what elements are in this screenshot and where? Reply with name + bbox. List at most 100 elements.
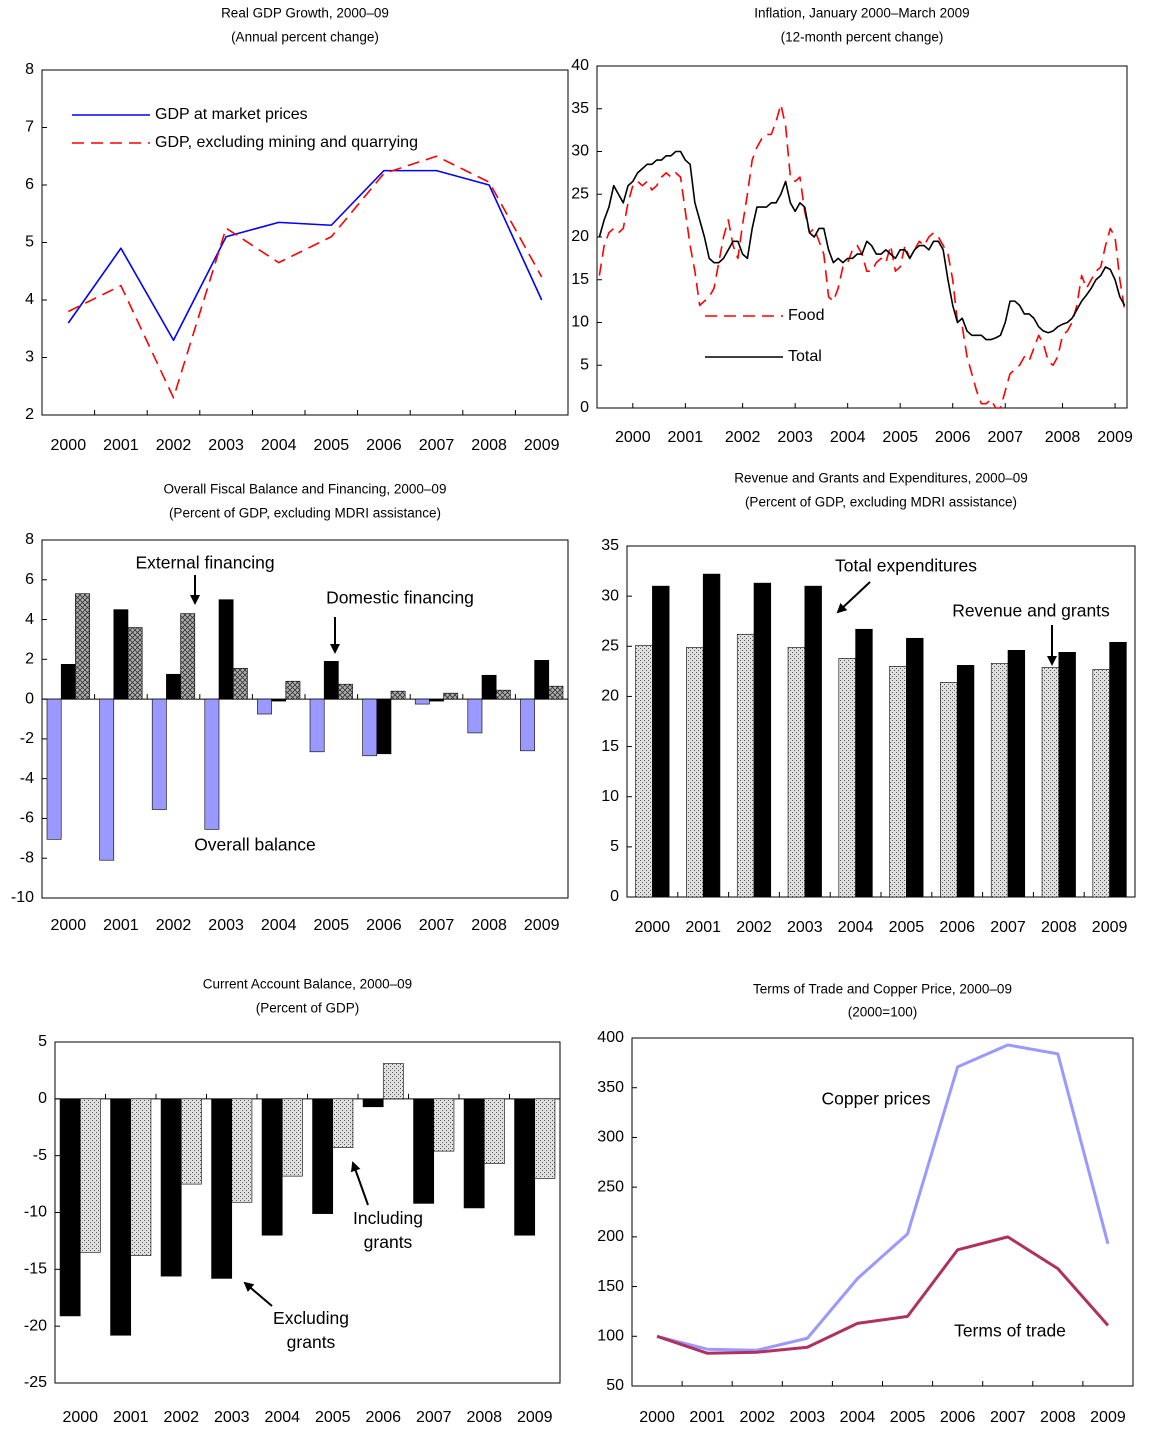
bar	[160, 1098, 182, 1277]
x-tick-label: 2007	[987, 429, 1023, 446]
y-tick-label: 2	[25, 406, 34, 423]
bar	[855, 628, 873, 898]
x-tick-label: 2003	[790, 1409, 826, 1426]
series-annotation: External financing	[135, 553, 274, 573]
x-tick-label: 2006	[939, 919, 975, 936]
bar	[787, 646, 806, 898]
x-tick-label: 2004	[838, 919, 874, 936]
y-tick-label: 200	[597, 1228, 624, 1245]
bar	[362, 1098, 384, 1108]
line	[598, 150, 1126, 341]
y-tick-label: 3	[25, 349, 34, 366]
line	[656, 1043, 1110, 1352]
x-tick-label: 2002	[725, 429, 761, 446]
x-tick-label: 2007	[419, 917, 455, 934]
bar	[940, 682, 958, 898]
bar	[804, 585, 822, 898]
x-tick-label: 2008	[466, 1409, 502, 1426]
y-tick-label: -6	[20, 810, 34, 827]
x-tick-label: 2002	[156, 437, 192, 454]
chart-subtitle: (Percent of GDP, excluding MDRI assistan…	[169, 506, 441, 521]
bar	[443, 692, 459, 700]
y-tick-label: 5	[610, 838, 619, 855]
x-tick-label: 2000	[62, 1409, 98, 1426]
y-tick-label: 4	[25, 291, 34, 308]
y-tick-label: 40	[571, 57, 589, 74]
y-tick-label: -15	[24, 1261, 47, 1278]
bar	[635, 644, 653, 898]
x-tick-label: 2005	[314, 917, 350, 934]
legend-label: Total	[788, 348, 822, 365]
bar	[382, 1063, 404, 1100]
bar	[463, 1098, 485, 1209]
bar	[548, 685, 564, 700]
y-tick-label: 6	[25, 176, 34, 193]
bar	[312, 1098, 334, 1214]
bar	[46, 698, 62, 840]
bar	[514, 1098, 536, 1236]
bar	[753, 582, 772, 898]
x-tick-label: 2008	[471, 917, 507, 934]
y-tick-label: 5	[38, 1033, 47, 1050]
bar	[130, 1098, 152, 1256]
arrow	[243, 1281, 273, 1307]
bar	[59, 1098, 81, 1317]
bar	[261, 1098, 283, 1236]
series-annotation: Including grants	[352, 1208, 424, 1252]
bar	[232, 667, 248, 700]
y-tick-label: 25	[571, 185, 589, 202]
bar	[534, 660, 550, 700]
y-tick-label: 35	[571, 100, 589, 117]
y-tick-label: 30	[601, 587, 619, 604]
bar	[338, 683, 353, 700]
chart-title: Overall Fiscal Balance and Financing, 20…	[164, 482, 447, 497]
x-tick-label: 2003	[208, 437, 244, 454]
x-tick-label: 2000	[635, 919, 671, 936]
x-tick-label: 2003	[214, 1409, 250, 1426]
bar	[151, 698, 167, 810]
x-tick-label: 2006	[935, 429, 971, 446]
chart-title: Terms of Trade and Copper Price, 2000–09	[753, 982, 1012, 997]
x-tick-label: 2002	[163, 1409, 199, 1426]
y-tick-label: 0	[25, 690, 34, 707]
line	[67, 169, 543, 342]
series-annotation: Terms of trade	[954, 1321, 1066, 1341]
legend-label: Food	[788, 307, 824, 324]
chart-subtitle: (2000=100)	[848, 1005, 917, 1020]
x-tick-label: 2009	[517, 1409, 553, 1426]
x-tick-label: 2005	[889, 919, 925, 936]
bar	[127, 627, 143, 700]
bar	[99, 698, 115, 861]
bar	[376, 698, 392, 755]
bar	[60, 664, 76, 700]
bar	[1058, 652, 1076, 898]
y-tick-label: 20	[601, 688, 619, 705]
x-tick-label: 2004	[261, 437, 297, 454]
y-tick-label: -10	[11, 889, 34, 906]
y-tick-label: 6	[25, 571, 34, 588]
y-tick-label: -2	[20, 730, 34, 747]
x-tick-label: 2008	[471, 437, 507, 454]
x-tick-label: 2007	[416, 1409, 452, 1426]
bar	[1041, 667, 1060, 898]
bar	[906, 637, 924, 898]
x-tick-label: 2007	[990, 1409, 1026, 1426]
bar	[534, 1098, 556, 1179]
bar	[75, 593, 90, 700]
line	[656, 1235, 1110, 1355]
x-tick-label: 2004	[264, 1409, 300, 1426]
series-annotation: Excluding grants	[273, 1308, 349, 1352]
chart-subtitle: (Percent of GDP, excluding MDRI assistan…	[745, 495, 1017, 510]
x-tick-label: 2000	[639, 1409, 675, 1426]
x-tick-label: 2000	[51, 437, 87, 454]
series-annotation: Copper prices	[822, 1089, 931, 1109]
x-tick-label: 2007	[419, 437, 455, 454]
y-tick-label: 30	[571, 143, 589, 160]
series-annotation: Overall balance	[194, 835, 316, 855]
y-tick-label: 350	[597, 1079, 624, 1096]
y-tick-label: 8	[25, 531, 34, 548]
y-tick-label: 8	[25, 61, 34, 78]
y-tick-label: -20	[24, 1317, 47, 1334]
y-tick-label: 7	[25, 119, 34, 136]
